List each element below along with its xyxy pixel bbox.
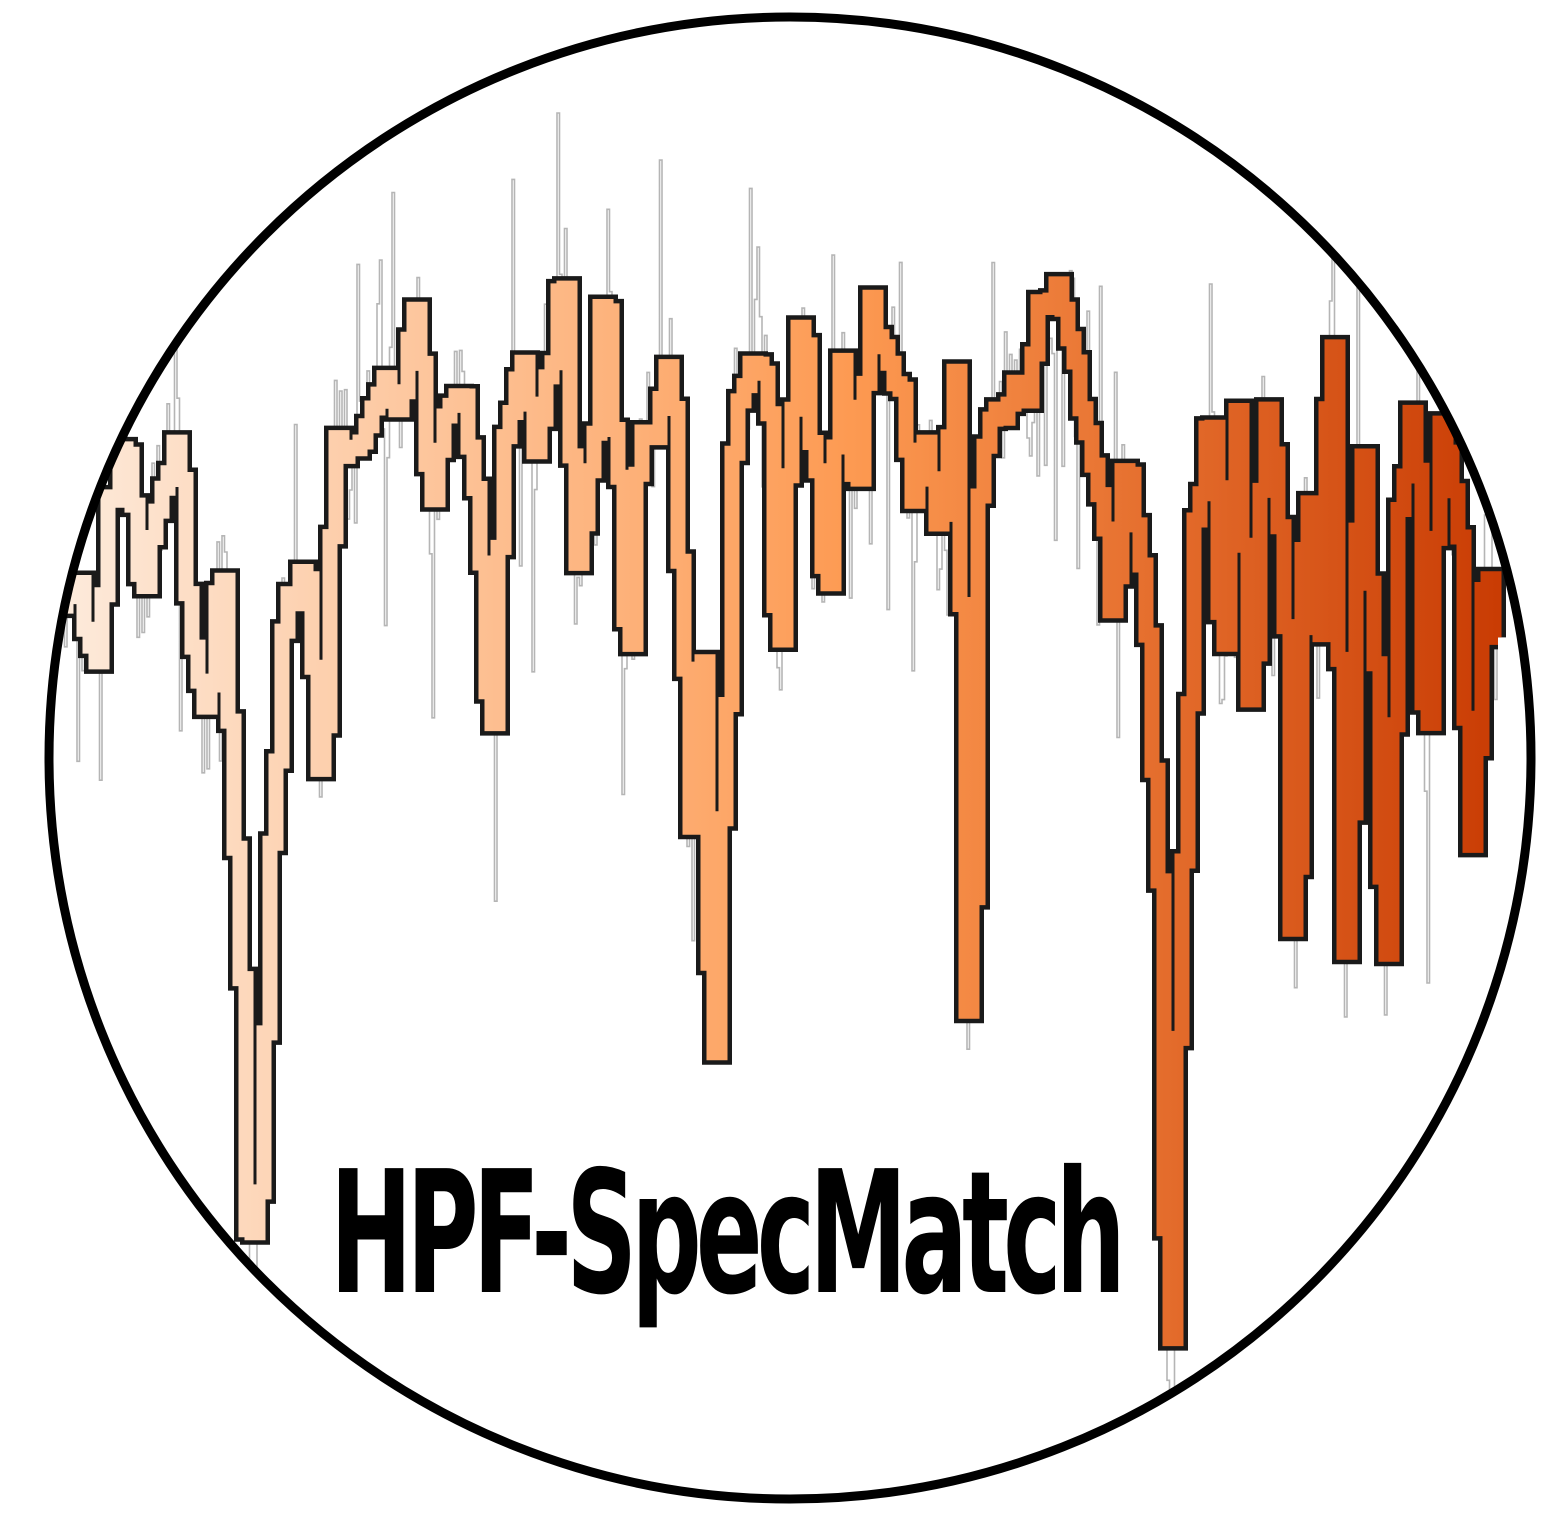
spectrum-plot — [54, 112, 1506, 1489]
logo-circle-border — [44, 12, 1536, 1504]
logo-title: HPF-SpecMatch — [330, 1135, 1120, 1333]
stellar-spectrum-trace-core — [58, 276, 1502, 1347]
